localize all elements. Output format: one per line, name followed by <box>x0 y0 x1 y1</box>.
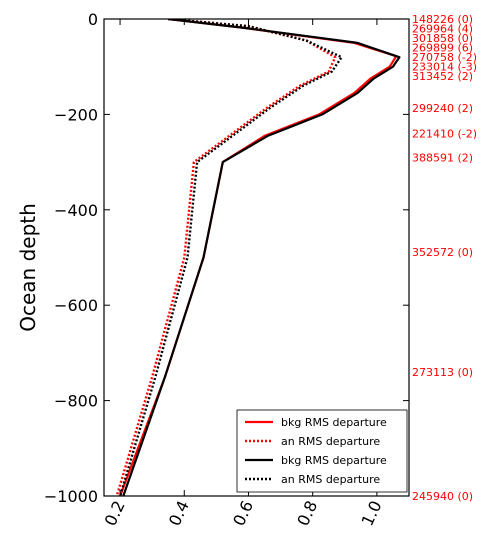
legend-entry-label: an RMS departure <box>281 473 380 486</box>
x-tick-label: 0.2 <box>101 498 129 529</box>
obs-count-label: 270758 (-2) <box>412 51 477 64</box>
y-axis-label: Ocean depth <box>16 203 40 332</box>
obs-count-label: 352572 (0) <box>412 246 473 259</box>
x-tick-label: 0.6 <box>229 498 257 529</box>
y-tick-label: −1000 <box>44 487 98 506</box>
x-tick-label: 0.4 <box>165 498 193 529</box>
x-tick-label: 0.8 <box>293 498 321 529</box>
obs-count-label: 221410 (-2) <box>412 127 477 140</box>
plot-area <box>115 19 401 496</box>
legend-entry-label: bkg RMS departure <box>281 416 387 429</box>
obs-count-label: 245940 (0) <box>412 490 473 503</box>
x-tick-label: 1.0 <box>358 498 386 529</box>
series-line-2 <box>115 19 337 496</box>
obs-count-label: 269964 (4) <box>412 23 473 36</box>
legend-entry-label: bkg RMS departure <box>281 454 387 467</box>
legend: bkg RMS departure an RMS departure bkg RMS… <box>236 409 408 493</box>
series-line-3 <box>122 19 401 496</box>
y-tick-label: −400 <box>54 201 98 220</box>
obs-count-label: 313452 (2) <box>412 70 473 83</box>
obs-count-label: 148226 (0) <box>412 13 473 26</box>
y-tick-label: −800 <box>54 392 98 411</box>
obs-count-label: 273113 (0) <box>412 366 473 379</box>
obs-count-label: 388591 (2) <box>412 151 473 164</box>
axes-frame <box>103 18 410 497</box>
legend-entry-label: an RMS departure <box>281 435 380 448</box>
obs-count-label: 269899 (6) <box>412 42 473 55</box>
y-tick-label: −200 <box>54 105 98 124</box>
obs-count-label: 233014 (-3) <box>412 61 477 74</box>
obs-count-label: 299240 (2) <box>412 102 473 115</box>
y-tick-label: −600 <box>54 296 98 315</box>
y-tick-label: 0 <box>88 10 98 29</box>
count-labels: 148226 (0)269964 (4)301858 (0)269899 (6)… <box>412 13 477 503</box>
obs-count-label: 301858 (0) <box>412 32 473 45</box>
